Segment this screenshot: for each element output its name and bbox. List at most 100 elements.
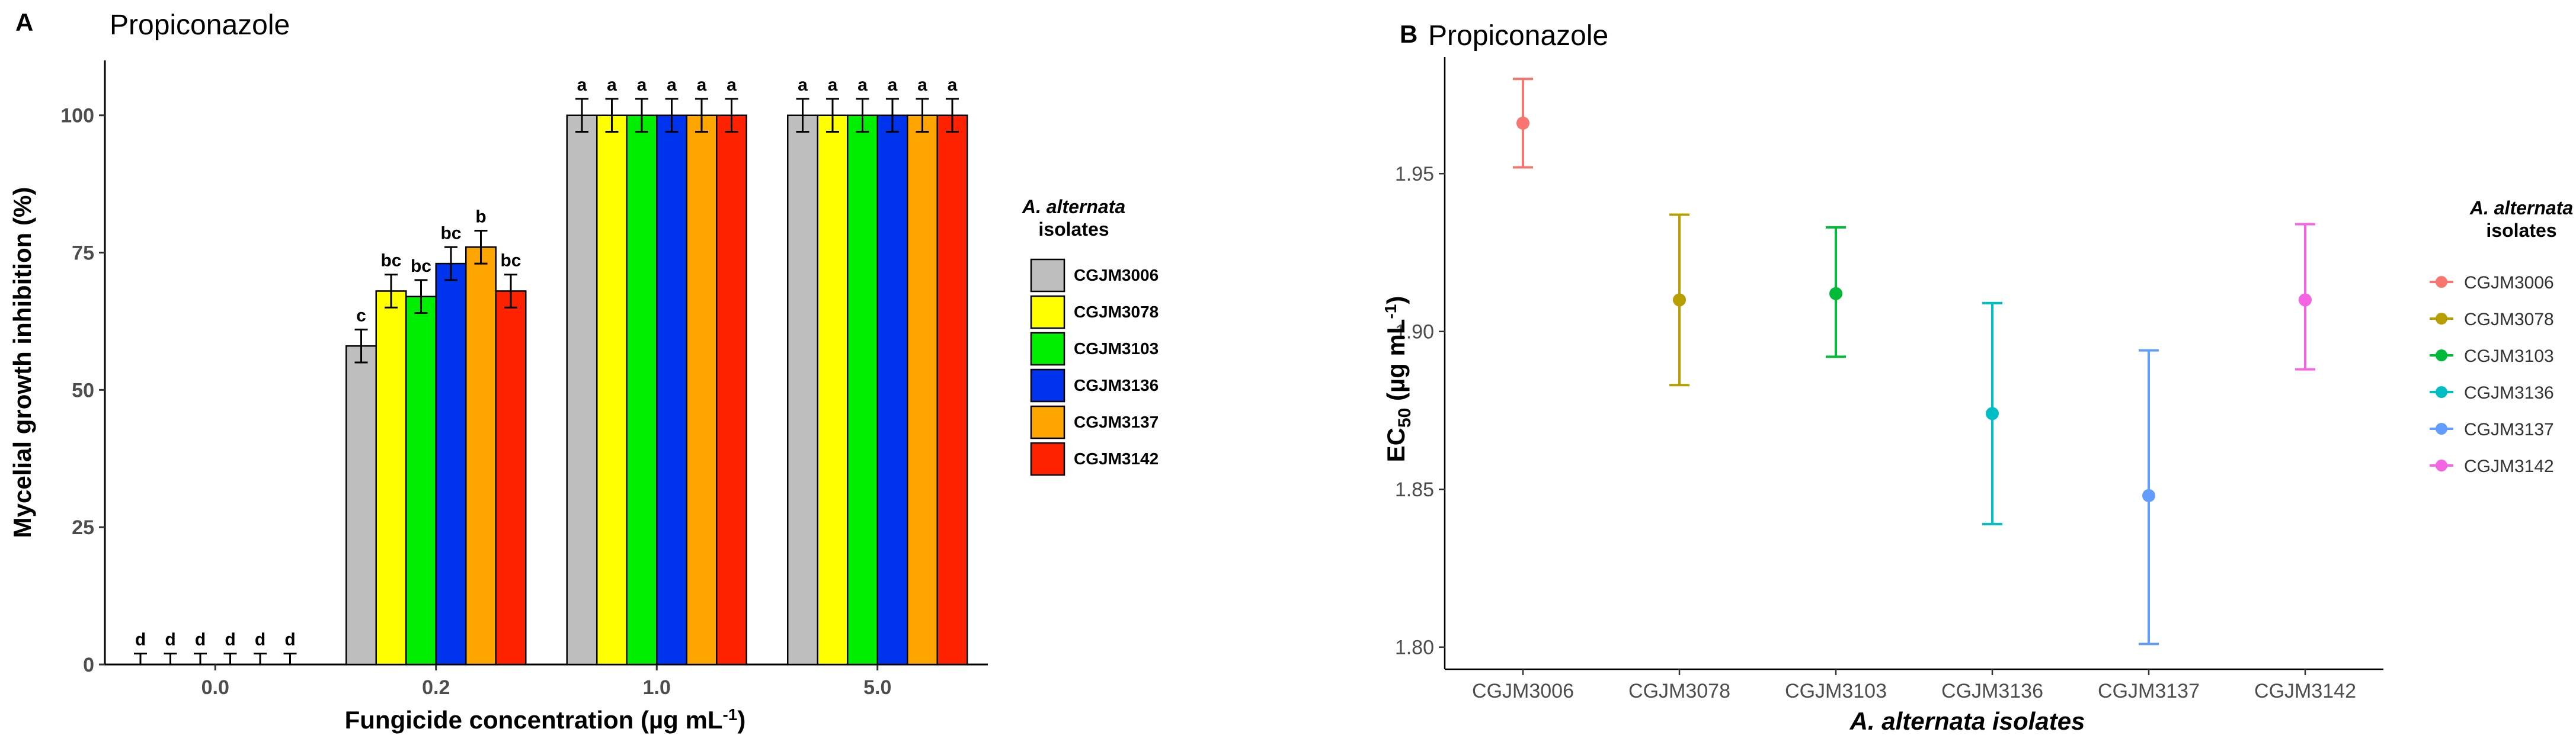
- legend-key-CGJM3142: [1030, 442, 1065, 476]
- legend-label-CGJM3103: CGJM3103: [1074, 339, 1159, 358]
- panel-a-y-tick-label: 0: [83, 654, 94, 676]
- legend-dot-CGJM3078: [2436, 313, 2447, 325]
- panel-b-y-tick-label: 1.85: [1395, 479, 1434, 501]
- significance-letter-CGJM3103-0.2: bc: [411, 256, 431, 276]
- significance-letter-CGJM3136-1.0: a: [667, 75, 677, 95]
- bar-CGJM3136-0.2: [435, 262, 467, 666]
- panel-a-x-axis-label: Fungicide concentration (µg mL-1): [345, 705, 746, 734]
- significance-letter-CGJM3142-1.0: a: [727, 75, 737, 95]
- significance-letter-CGJM3137-0.0: d: [255, 630, 265, 649]
- panel-b-legend: A. alternata isolates CGJM3006 CGJM3078 CG…: [2430, 197, 2573, 476]
- panel-b: B Propiconazole 1.80 1.85 1.90 1.95 CGJM3006…: [1381, 20, 2573, 735]
- legend-key-CGJM3136: [1030, 368, 1065, 403]
- panel-b-x-tick-label: CGJM3142: [2254, 680, 2356, 702]
- significance-letter-CGJM3142-0.0: d: [284, 630, 295, 649]
- panel-b-y-axis-label: EC50 (µg mL-1): [1381, 296, 1415, 463]
- panel-b-x-tick-label: CGJM3006: [1472, 680, 1574, 702]
- significance-letter-CGJM3137-0.2: b: [475, 207, 486, 226]
- bar-CGJM3103-1.0: [626, 114, 658, 666]
- panel-a-legend-title-line2: isolates: [1038, 219, 1109, 240]
- panel-b-legend-title-line1: A. alternata: [2469, 197, 2573, 219]
- significance-letter-CGJM3142-0.2: bc: [500, 251, 521, 271]
- panel-b-y-tick-label: 1.90: [1395, 321, 1434, 343]
- significance-letter-CGJM3137-1.0: a: [697, 75, 707, 95]
- panel-b-y-tick-label: 1.95: [1395, 163, 1434, 185]
- significance-letter-CGJM3006-0.0: d: [135, 630, 146, 649]
- legend-label-CGJM3142: CGJM3142: [2464, 457, 2554, 476]
- panel-b-y-tick-label: 1.80: [1395, 637, 1434, 659]
- panel-a-legend: A. alternata isolates CGJM3006 CGJM3078 CG…: [1022, 196, 1159, 476]
- significance-letter-CGJM3006-1.0: a: [577, 75, 587, 95]
- panel-a-letter: A: [15, 8, 33, 36]
- panel-a-x-tick-label: 0.2: [422, 676, 450, 699]
- panel-b-title: Propiconazole: [1428, 20, 1608, 52]
- point-CGJM3006: [1516, 116, 1529, 130]
- legend-dot-CGJM3103: [2436, 349, 2447, 361]
- bar-CGJM3078-5.0: [817, 114, 849, 666]
- legend-label-CGJM3078: CGJM3078: [2464, 310, 2554, 329]
- legend-label-CGJM3006: CGJM3006: [1074, 266, 1159, 284]
- bar-CGJM3078-0.2: [375, 290, 407, 666]
- bar-CGJM3078-1.0: [596, 114, 628, 666]
- significance-letter-CGJM3142-5.0: a: [948, 75, 958, 95]
- point-CGJM3103: [1829, 287, 1842, 300]
- significance-letter-CGJM3136-0.2: bc: [440, 223, 461, 243]
- panel-b-plot: 1.80 1.85 1.90 1.95 CGJM3006 CGJM3078 CGJM3103…: [1395, 57, 2383, 702]
- panel-b-letter: B: [1400, 20, 1417, 48]
- bar-CGJM3006-1.0: [566, 114, 598, 666]
- significance-letter-CGJM3078-5.0: a: [828, 75, 838, 95]
- point-CGJM3078: [1673, 293, 1686, 307]
- bar-CGJM3006-0.2: [345, 345, 377, 666]
- legend-label-CGJM3136: CGJM3136: [1074, 376, 1159, 394]
- panel-b-x-tick-label: CGJM3103: [1785, 680, 1887, 702]
- panel-a-x-tick-label: 0.0: [201, 676, 229, 699]
- legend-key-CGJM3006: [1030, 258, 1065, 293]
- panel-a-x-tick-label: 1.0: [643, 676, 671, 699]
- significance-letter-CGJM3078-0.2: bc: [380, 251, 401, 271]
- panel-a-x-tick-label: 5.0: [863, 676, 891, 699]
- significance-letter-CGJM3103-0.0: d: [195, 630, 206, 649]
- panel-a-y-tick-label: 75: [72, 242, 94, 265]
- legend-label-CGJM3006: CGJM3006: [2464, 273, 2554, 293]
- legend-dot-CGJM3142: [2436, 460, 2447, 471]
- panel-a-y-tick-label: 100: [60, 105, 94, 127]
- bar-CGJM3142-5.0: [936, 114, 968, 666]
- bar-CGJM3103-5.0: [847, 114, 878, 666]
- significance-letter-CGJM3136-5.0: a: [888, 75, 898, 95]
- bar-CGJM3136-5.0: [876, 114, 908, 666]
- legend-dot-CGJM3006: [2436, 276, 2447, 288]
- point-CGJM3137: [2142, 489, 2155, 502]
- significance-letter-CGJM3078-0.0: d: [165, 630, 175, 649]
- panel-a-legend-title-line1: A. alternata: [1022, 196, 1125, 217]
- legend-label-CGJM3103: CGJM3103: [2464, 346, 2554, 366]
- point-CGJM3136: [1986, 407, 1999, 420]
- bar-CGJM3136-1.0: [656, 114, 687, 666]
- significance-letter-CGJM3103-1.0: a: [637, 75, 647, 95]
- legend-dot-CGJM3137: [2436, 423, 2447, 435]
- significance-letter-CGJM3103-5.0: a: [857, 75, 868, 95]
- significance-letter-CGJM3137-5.0: a: [917, 75, 927, 95]
- significance-letter-CGJM3078-1.0: a: [607, 75, 617, 95]
- legend-label-CGJM3137: CGJM3137: [2464, 420, 2554, 439]
- bar-CGJM3142-0.2: [495, 290, 527, 666]
- panel-a-y-tick-label: 25: [72, 516, 94, 539]
- legend-key-CGJM3078: [1030, 295, 1065, 329]
- significance-letter-CGJM3006-5.0: a: [798, 75, 808, 95]
- legend-dot-CGJM3136: [2436, 386, 2447, 398]
- legend-key-CGJM3137: [1030, 405, 1065, 439]
- bar-CGJM3142-1.0: [716, 114, 747, 666]
- bar-CGJM3103-0.2: [405, 296, 437, 666]
- bar-CGJM3006-5.0: [787, 114, 818, 666]
- bar-CGJM3137-5.0: [907, 114, 938, 666]
- panel-a-y-tick-label: 50: [72, 379, 94, 402]
- bar-CGJM3137-0.2: [465, 246, 497, 666]
- panel-b-x-tick-label: CGJM3136: [1941, 680, 2043, 702]
- panel-b-legend-title-line2: isolates: [2486, 220, 2556, 241]
- significance-letter-CGJM3136-0.0: d: [225, 630, 235, 649]
- legend-label-CGJM3136: CGJM3136: [2464, 383, 2554, 403]
- point-CGJM3142: [2299, 293, 2312, 307]
- panel-b-x-tick-label: CGJM3137: [2098, 680, 2200, 702]
